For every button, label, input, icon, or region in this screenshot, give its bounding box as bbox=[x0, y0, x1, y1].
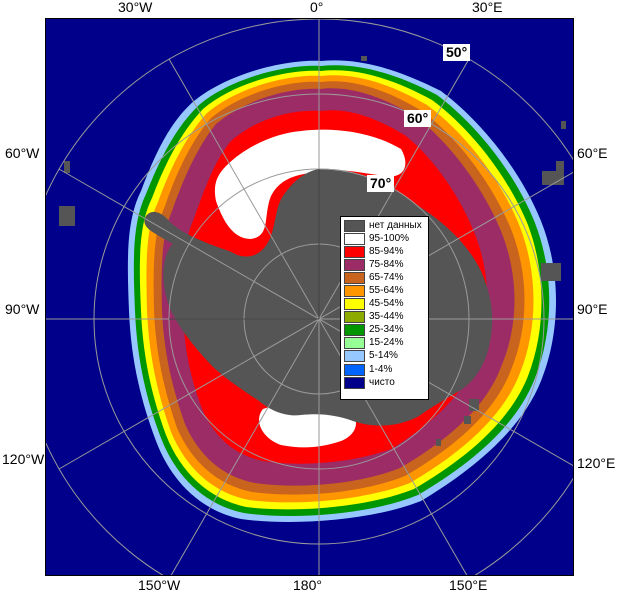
legend-item: 45-54% bbox=[344, 298, 425, 311]
lat-label-60: 60° bbox=[404, 110, 432, 127]
lon-label-120w: 120°W bbox=[2, 451, 45, 467]
legend-swatch bbox=[344, 350, 365, 363]
antarctic-peninsula bbox=[144, 211, 243, 269]
legend-label: 1-4% bbox=[369, 363, 393, 375]
lon-label-30e: 30°E bbox=[472, 0, 503, 15]
legend-label: 55-64% bbox=[369, 284, 404, 296]
lon-label-180: 180° bbox=[293, 577, 322, 593]
lon-label-60e: 60°E bbox=[577, 145, 608, 161]
ice-zone-95-100-north bbox=[214, 129, 406, 239]
legend-label: 15-24% bbox=[369, 337, 404, 349]
legend-label: 95-100% bbox=[369, 232, 410, 244]
legend-swatch bbox=[344, 337, 365, 350]
lat-label-50: 50° bbox=[443, 44, 471, 61]
sea-ice-map bbox=[45, 18, 574, 576]
lon-label-60w: 60°W bbox=[5, 145, 40, 161]
lon-label-0: 0° bbox=[310, 0, 324, 15]
lon-label-150e: 150°E bbox=[449, 577, 488, 593]
lat-label-70: 70° bbox=[367, 175, 395, 192]
legend-label: 85-94% bbox=[369, 245, 404, 257]
legend-item: 1-4% bbox=[344, 363, 425, 376]
lon-label-120e: 120°E bbox=[577, 455, 616, 471]
legend-item: 75-84% bbox=[344, 258, 425, 271]
concentration-legend: нет данных 95-100% 85-94% 75-84% 65-74% 55-64… bbox=[340, 216, 429, 400]
legend-swatch bbox=[344, 245, 365, 258]
legend-swatch bbox=[344, 298, 365, 311]
legend-label: чисто bbox=[369, 376, 395, 388]
legend-item: 5-14% bbox=[344, 350, 425, 363]
legend-swatch bbox=[344, 258, 365, 271]
legend-label: 35-44% bbox=[369, 311, 404, 323]
legend-item: 65-74% bbox=[344, 271, 425, 284]
polar-map-canvas bbox=[46, 19, 573, 575]
no-data-fragments bbox=[59, 56, 566, 446]
legend-item: 55-64% bbox=[344, 284, 425, 297]
legend-swatch bbox=[344, 376, 365, 389]
black-grid bbox=[169, 169, 320, 320]
legend-label: 45-54% bbox=[369, 298, 404, 310]
legend-label: 65-74% bbox=[369, 271, 404, 283]
legend-swatch bbox=[344, 363, 365, 376]
lon-label-150w: 150°W bbox=[138, 577, 181, 593]
legend-label: 75-84% bbox=[369, 258, 404, 270]
legend-swatch bbox=[344, 311, 365, 324]
legend-item: 95-100% bbox=[344, 232, 425, 245]
legend-swatch bbox=[344, 232, 365, 245]
legend-item: 15-24% bbox=[344, 337, 425, 350]
legend-swatch bbox=[344, 284, 365, 297]
legend-item: чисто bbox=[344, 376, 425, 389]
legend-swatch bbox=[344, 271, 365, 284]
lon-label-90w: 90°W bbox=[5, 301, 40, 317]
legend-label: 25-34% bbox=[369, 324, 404, 336]
legend-swatch bbox=[344, 219, 365, 232]
lon-label-30w: 30°W bbox=[118, 0, 153, 15]
legend-swatch bbox=[344, 324, 365, 337]
legend-item: 85-94% bbox=[344, 245, 425, 258]
legend-label: нет данных bbox=[369, 219, 422, 231]
legend-label: 5-14% bbox=[369, 350, 398, 362]
legend-item: 35-44% bbox=[344, 311, 425, 324]
lon-label-90e: 90°E bbox=[577, 301, 608, 317]
legend-item: 25-34% bbox=[344, 324, 425, 337]
legend-item: нет данных bbox=[344, 219, 425, 232]
